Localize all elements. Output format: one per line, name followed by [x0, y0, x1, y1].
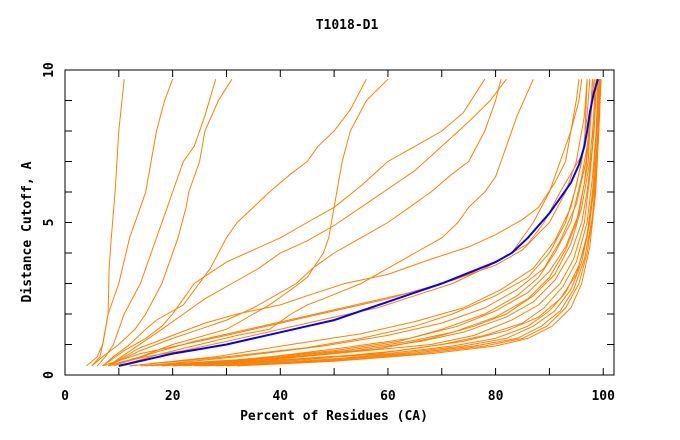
series-line-29	[161, 79, 593, 367]
chart-title: T1018-D1	[316, 18, 379, 33]
series-line-25	[237, 79, 602, 367]
series-line-5	[102, 78, 367, 367]
series-line-2	[91, 79, 174, 367]
series-line-10	[118, 78, 534, 367]
y-tick-label: 0	[42, 371, 57, 379]
series-line-4	[91, 78, 233, 367]
series-line-14	[113, 79, 588, 367]
x-tick-label: 20	[165, 389, 181, 404]
series-line-12	[107, 79, 583, 367]
series-line-1	[86, 79, 125, 367]
x-tick-label: 40	[272, 389, 288, 404]
x-tick-label: 100	[591, 389, 615, 404]
series-line-7	[102, 78, 486, 367]
x-tick-label: 60	[380, 389, 396, 404]
series-line-16	[140, 79, 593, 367]
x-tick-label: 0	[61, 389, 69, 404]
series-line-21	[194, 79, 600, 367]
series-line-28	[199, 79, 601, 367]
series-layer	[86, 78, 602, 367]
series-line-18	[161, 79, 596, 367]
x-tick-label: 80	[488, 389, 504, 404]
y-tick-label: 5	[42, 219, 57, 227]
series-line-9	[107, 79, 502, 367]
series-line-26	[172, 79, 598, 367]
y-tick-label: 10	[42, 62, 57, 78]
series-line-15	[129, 79, 588, 367]
series-line-30	[129, 79, 591, 367]
series-line-27	[145, 79, 593, 367]
plot-frame	[64, 69, 615, 376]
series-line-23	[215, 79, 600, 367]
ticks-layer: 0 20 40 60 80 100 0 5 10	[42, 62, 615, 404]
series-line-11	[107, 79, 580, 367]
y-axis-label: Distance Cutoff, A	[20, 161, 35, 302]
series-line-8	[107, 78, 507, 367]
series-line-6	[107, 78, 389, 367]
x-axis-label: Percent of Residues (CA)	[240, 409, 428, 424]
series-line-3	[96, 79, 217, 367]
series-line-20	[183, 79, 599, 367]
highlight-series-line	[118, 78, 599, 367]
